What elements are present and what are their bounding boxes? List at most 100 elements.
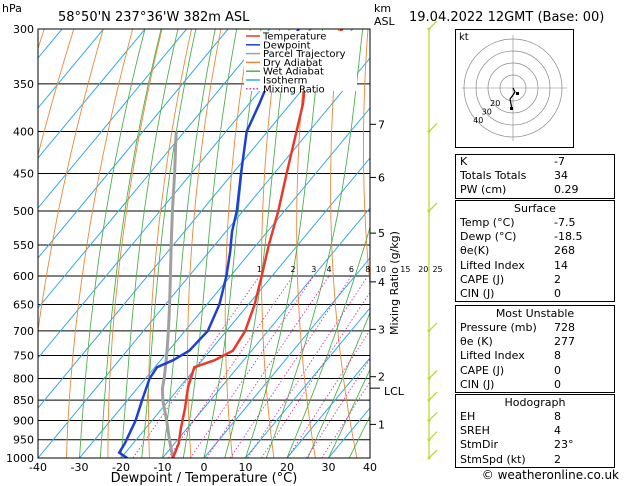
wind-barb bbox=[428, 202, 438, 212]
mu-li-value: 8 bbox=[554, 349, 561, 363]
mixing-ratio-line bbox=[247, 275, 369, 458]
mixing-ratio-line bbox=[306, 357, 370, 458]
mixing-ratio-label: 2 bbox=[290, 265, 295, 274]
temperature-tick-label: -40 bbox=[29, 461, 47, 474]
wind-barb bbox=[428, 431, 438, 441]
dry-adiabat-line bbox=[38, 29, 75, 157]
wind-barb bbox=[428, 322, 438, 332]
mu-cin-label: CIN (J) bbox=[460, 377, 495, 391]
temperature-tick-label: -10 bbox=[154, 461, 172, 474]
mixing-ratio-line bbox=[229, 275, 352, 458]
isotherm-line bbox=[79, 107, 370, 458]
surface-dewp-value: -18.5 bbox=[554, 230, 583, 244]
wet-adiabat-line bbox=[79, 29, 146, 458]
temperature-tick-label: 30 bbox=[322, 461, 336, 474]
hodograph-panel: Hodograph EH 8 SREH 4 StmDir 23° StmSpd (kt… bbox=[455, 394, 615, 468]
mixing-ratio-label: 8 bbox=[365, 265, 370, 274]
wind-barb-dot bbox=[427, 398, 431, 402]
dry-adiabat-line bbox=[148, 29, 192, 458]
surface-temp-value: -7.5 bbox=[554, 216, 576, 229]
copyright-footer: © weatheronline.co.uk bbox=[481, 468, 619, 482]
wind-barb bbox=[428, 411, 438, 421]
mixing-ratio-line bbox=[132, 275, 260, 458]
pressure-tick-label: 400 bbox=[13, 126, 34, 139]
k-label: K bbox=[460, 155, 468, 168]
dry-adiabat-line bbox=[107, 29, 163, 458]
wet-adiabat-line bbox=[182, 29, 238, 458]
hodograph-point-marker bbox=[510, 107, 513, 110]
surface-li-value: 14 bbox=[554, 258, 568, 272]
pressure-tick-label: 800 bbox=[13, 372, 34, 385]
mu-theta-value: 277 bbox=[554, 335, 575, 349]
sreh-label: SREH bbox=[460, 424, 490, 438]
mixing-ratio-label: 6 bbox=[349, 265, 354, 274]
mixing-ratio-line bbox=[321, 380, 370, 458]
isotherm-line bbox=[162, 207, 370, 458]
surface-cape-label: CAPE (J) bbox=[460, 272, 505, 286]
altitude-tick-label: 3 bbox=[378, 323, 385, 336]
pressure-tick-label: 300 bbox=[13, 23, 34, 36]
isotherm-line bbox=[38, 57, 370, 458]
wet-adiabat-line bbox=[120, 29, 179, 458]
temperature-line bbox=[171, 29, 344, 458]
wind-barb-dot bbox=[427, 130, 431, 134]
mu-pressure-value: 728 bbox=[554, 321, 575, 334]
mixing-ratio-label: 3 bbox=[311, 265, 316, 274]
temperature-tick-label: 20 bbox=[280, 461, 294, 474]
wind-barb-dot bbox=[427, 376, 431, 380]
mu-cape-label: CAPE (J) bbox=[460, 363, 505, 377]
hodograph-ring-label: 20 bbox=[490, 99, 500, 108]
pressure-tick-label: 600 bbox=[13, 270, 34, 283]
stmdir-label: StmDir bbox=[460, 438, 499, 452]
eh-value: 8 bbox=[554, 410, 561, 423]
hodograph-trace bbox=[509, 87, 516, 110]
pressure-tick-label: 850 bbox=[13, 394, 34, 407]
altitude-tick-label: 6 bbox=[378, 171, 385, 184]
surface-cin-label: CIN (J) bbox=[460, 286, 495, 300]
surface-title: Surface bbox=[514, 202, 556, 215]
pressure-tick-label: 1000 bbox=[6, 452, 34, 465]
mixing-ratio-line bbox=[190, 275, 315, 458]
pressure-tick-label: 700 bbox=[13, 325, 34, 338]
legend-label-parcel: Parcel Trajectory bbox=[263, 49, 346, 60]
lcl-label: LCL bbox=[384, 385, 405, 398]
altitude-tick-label: 4 bbox=[378, 276, 385, 289]
legend-label-dry: Dry Adiabat bbox=[263, 58, 322, 69]
mixing-ratio-line bbox=[261, 291, 370, 458]
wind-barb bbox=[428, 391, 438, 401]
most-unstable-title: Most Unstable bbox=[495, 307, 575, 320]
altitude-unit: km bbox=[374, 2, 391, 15]
isotherm-line bbox=[38, 29, 312, 359]
stmspd-label: StmSpd (kt) bbox=[460, 452, 526, 466]
isotherm-line bbox=[203, 257, 370, 458]
pw-value: 0.29 bbox=[554, 183, 579, 197]
mu-cin-value: 0 bbox=[554, 377, 561, 391]
mixing-ratio-axis-label: Mixing Ratio (g/kg) bbox=[388, 231, 401, 335]
mu-theta-label: θe (K) bbox=[460, 335, 493, 349]
pw-label: PW (cm) bbox=[460, 183, 507, 197]
indices-panel: K -7 Totals Totals 34 PW (cm) 0.29 bbox=[455, 154, 615, 199]
dry-adiabat-line bbox=[330, 29, 358, 458]
mixing-ratio-label: 15 bbox=[400, 265, 410, 274]
wind-barb-dot bbox=[427, 438, 431, 442]
wind-barb-dot bbox=[427, 209, 431, 213]
k-value: -7 bbox=[554, 155, 565, 168]
pressure-tick-label: 550 bbox=[13, 239, 34, 252]
mixing-ratio-line bbox=[206, 275, 330, 458]
altitude-tick-label: 7 bbox=[378, 118, 385, 131]
mixing-ratio-label: 25 bbox=[432, 265, 442, 274]
pressure-tick-label: 650 bbox=[13, 299, 34, 312]
parcel-trajectory-line bbox=[160, 131, 178, 458]
totals-totals-label: Totals Totals bbox=[460, 169, 527, 183]
surface-theta-value: 268 bbox=[554, 244, 575, 258]
altitude-tick-label: 5 bbox=[378, 227, 385, 240]
mixing-ratio-label: 4 bbox=[327, 265, 332, 274]
stmspd-value: 2 bbox=[554, 452, 561, 466]
isotherm-line bbox=[245, 307, 370, 458]
surface-dewp-label: Dewp (°C) bbox=[460, 230, 517, 244]
wet-adiabat-line bbox=[265, 29, 364, 458]
dry-adiabat-line bbox=[363, 29, 370, 290]
wet-adiabat-line bbox=[307, 311, 370, 458]
